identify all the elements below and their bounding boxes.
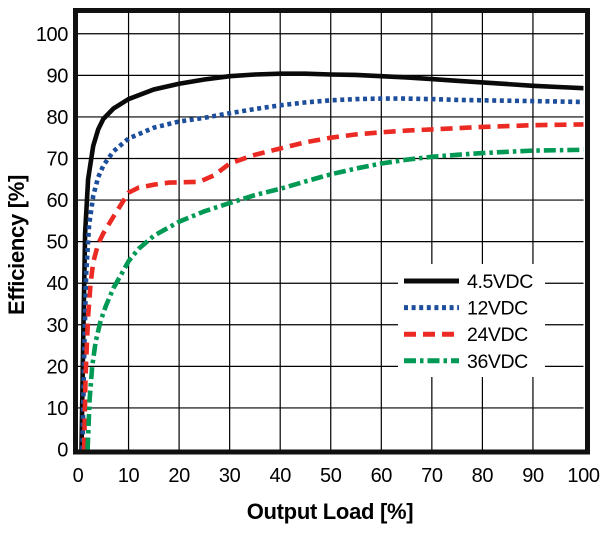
x-tick-label-40: 40 [269, 465, 291, 487]
y-tick-label-60: 60 [47, 190, 69, 212]
x-axis-tick-labels: 0 10 20 30 40 50 60 70 80 90 100 [73, 465, 601, 487]
y-tick-label-100: 100 [36, 24, 68, 46]
x-tick-label-10: 10 [118, 465, 140, 487]
y-axis-tick-labels: 0 10 20 30 40 50 60 70 80 90 100 [36, 24, 69, 462]
y-tick-label-20: 20 [47, 356, 69, 378]
legend-label-24VDC: 24VDC [467, 324, 528, 346]
y-tick-label-50: 50 [47, 232, 69, 254]
legend-label-12VDC: 12VDC [467, 298, 528, 320]
y-axis-title: Efficiency [%] [4, 175, 29, 315]
y-tick-label-0: 0 [57, 440, 68, 462]
y-tick-label-70: 70 [47, 149, 69, 171]
x-axis-title: Output Load [%] [247, 499, 414, 524]
legend: 4.5VDC 12VDC 24VDC 36VDC [398, 264, 545, 377]
legend-label-36VDC: 36VDC [467, 351, 528, 373]
x-tick-label-30: 30 [219, 465, 241, 487]
x-tick-label-80: 80 [472, 465, 494, 487]
y-tick-label-30: 30 [47, 315, 69, 337]
curve-12VDC [80, 96, 584, 450]
y-tick-label-10: 10 [47, 398, 69, 420]
x-tick-label-100: 100 [567, 465, 599, 487]
y-tick-label-80: 80 [47, 107, 69, 129]
x-tick-label-50: 50 [320, 465, 342, 487]
plot-border [73, 8, 590, 455]
legend-label-4.5VDC: 4.5VDC [467, 271, 533, 293]
curve-24VDC [81, 122, 584, 450]
x-tick-label-70: 70 [421, 465, 443, 487]
grid-lines [78, 13, 584, 450]
x-tick-label-0: 0 [73, 465, 84, 487]
data-curves [79, 71, 584, 450]
x-tick-label-60: 60 [371, 465, 393, 487]
x-tick-label-90: 90 [522, 465, 544, 487]
curve-4.5VDC [79, 71, 584, 450]
x-tick-label-20: 20 [168, 465, 190, 487]
y-tick-label-90: 90 [47, 65, 69, 87]
y-tick-label-40: 40 [47, 273, 69, 295]
